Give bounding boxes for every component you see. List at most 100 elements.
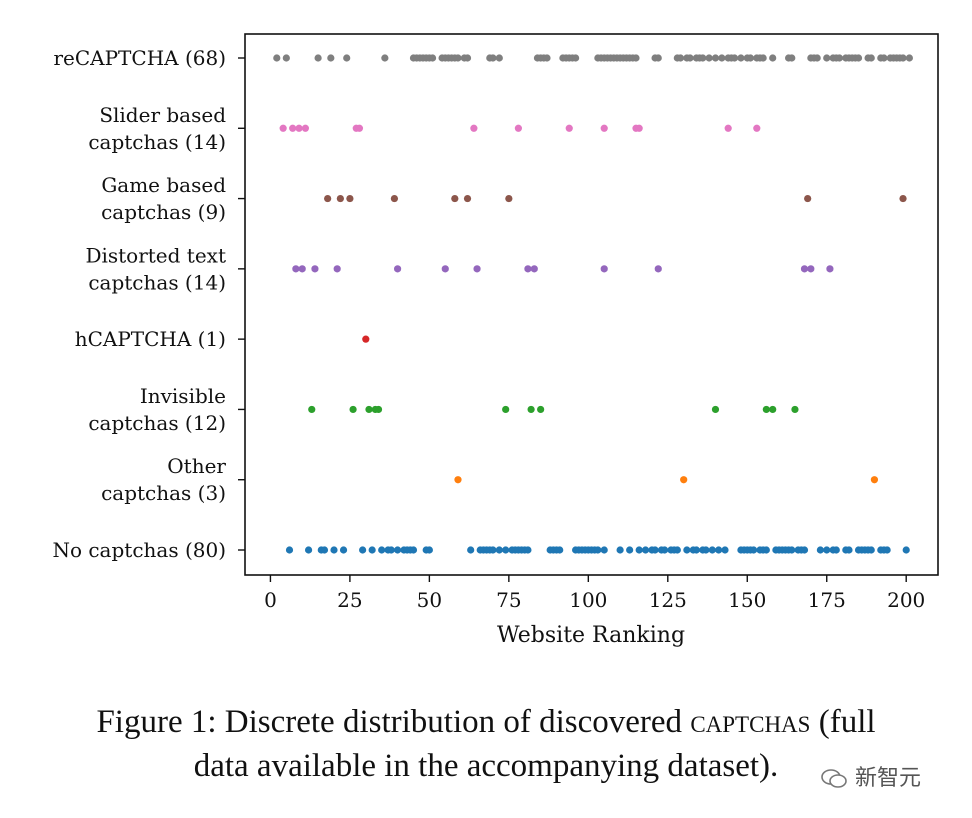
data-point: [594, 546, 602, 554]
data-point: [632, 54, 640, 62]
x-tick-label: 200: [887, 588, 925, 612]
data-point: [823, 546, 831, 554]
data-point: [346, 194, 354, 203]
data-point: [769, 405, 777, 414]
y-tick-label: No captchas (80): [52, 538, 226, 562]
data-point: [470, 124, 478, 132]
data-point: [813, 54, 821, 62]
data-point: [899, 54, 907, 62]
x-tick-label: 75: [496, 588, 521, 612]
data-point: [737, 54, 745, 62]
data-point: [867, 54, 875, 62]
y-tick-label: reCAPTCHA (68): [53, 46, 226, 70]
data-points: [273, 54, 913, 554]
x-tick-label: 50: [417, 588, 442, 612]
x-axis: 0 25 50 75 100 125 150 175 200: [264, 575, 925, 612]
data-point: [463, 194, 472, 203]
data-point: [409, 546, 418, 554]
data-point: [905, 54, 913, 62]
data-point: [800, 265, 809, 273]
data-point: [680, 476, 688, 484]
data-point: [467, 546, 475, 554]
data-point: [359, 546, 367, 554]
data-point: [572, 54, 580, 62]
data-point: [708, 546, 716, 554]
y-tick-label: Distorted text: [85, 243, 226, 267]
data-point: [702, 546, 710, 554]
y-tick-label: Game based: [101, 173, 226, 197]
caption-suffix: (full: [810, 704, 876, 740]
data-point: [454, 54, 462, 62]
data-point: [654, 265, 662, 273]
watermark-text: 新智元: [855, 766, 922, 791]
data-point: [279, 124, 287, 132]
data-point: [381, 54, 389, 62]
data-point: [301, 124, 309, 132]
x-tick-label: 25: [337, 588, 362, 612]
data-point: [489, 546, 497, 554]
data-point: [393, 265, 402, 273]
data-point: [330, 546, 338, 554]
data-point: [699, 54, 707, 62]
y-tick-label: Other: [167, 454, 226, 478]
data-point: [527, 405, 535, 414]
data-point: [333, 265, 341, 273]
data-point: [683, 546, 691, 554]
data-point: [686, 54, 694, 62]
data-point: [489, 54, 497, 62]
data-point: [378, 546, 386, 554]
x-tick-label: 125: [649, 588, 687, 612]
data-point: [387, 546, 395, 554]
data-point: [355, 124, 364, 132]
data-point: [673, 546, 681, 554]
y-tick-label: captchas (12): [88, 411, 226, 435]
data-point: [314, 54, 322, 62]
data-point: [282, 54, 290, 62]
data-point: [883, 546, 891, 554]
figure-caption: Figure 1: Discrete distribution of disco…: [0, 700, 972, 788]
data-point: [845, 546, 853, 554]
data-point: [543, 54, 551, 62]
y-tick-label: Slider based: [99, 103, 226, 127]
data-point: [788, 546, 796, 554]
caption-smallcaps: captchas: [690, 704, 811, 740]
watermark: 新智元: [820, 760, 950, 791]
caption-line-2: data available in the accompanying datas…: [193, 748, 779, 784]
data-point: [292, 265, 300, 273]
data-point: [807, 265, 815, 273]
data-point: [641, 546, 650, 554]
data-point: [441, 265, 449, 273]
data-point: [899, 194, 907, 203]
data-point: [661, 546, 669, 554]
data-point: [368, 546, 376, 554]
data-point: [295, 124, 303, 132]
data-point: [711, 405, 720, 414]
data-point: [635, 124, 643, 132]
data-point: [692, 546, 701, 554]
data-point: [816, 546, 824, 554]
y-tick-label: captchas (14): [88, 130, 226, 154]
data-point: [505, 194, 513, 203]
data-point: [769, 54, 777, 62]
data-point: [473, 265, 481, 273]
data-point: [880, 54, 888, 62]
data-point: [635, 546, 643, 554]
x-tick-label: 0: [264, 588, 277, 612]
data-point: [311, 265, 319, 273]
data-point: [327, 54, 335, 62]
data-point: [854, 54, 863, 62]
data-point: [800, 546, 809, 554]
x-tick-label: 100: [569, 588, 607, 612]
data-point: [428, 54, 437, 62]
data-point: [308, 405, 316, 414]
data-point: [902, 546, 910, 554]
x-tick-label: 150: [728, 588, 766, 612]
data-point: [495, 546, 503, 554]
data-point: [600, 124, 608, 132]
y-tick-label: hCAPTCHA (1): [75, 327, 226, 351]
data-point: [362, 335, 370, 343]
data-point: [324, 194, 332, 203]
data-point: [788, 54, 796, 62]
data-point: [762, 405, 770, 414]
plot-frame: [244, 33, 939, 576]
